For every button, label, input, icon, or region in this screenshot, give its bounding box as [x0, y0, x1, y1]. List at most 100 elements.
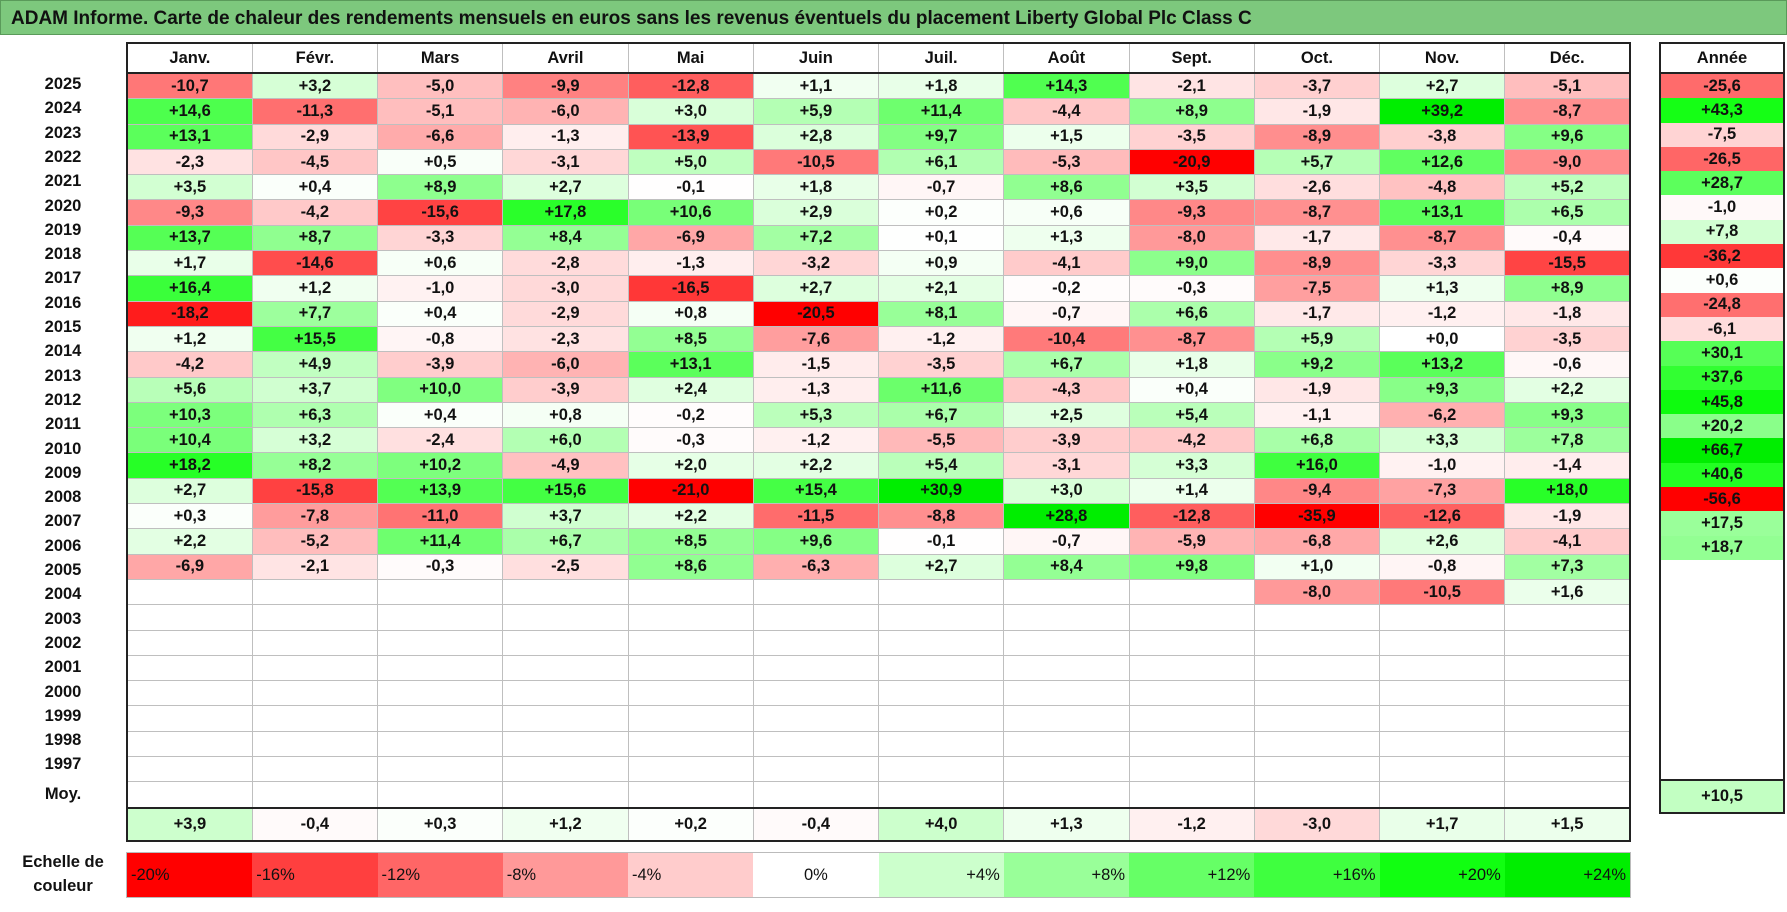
heatmap-cell — [502, 781, 629, 809]
heatmap-cell: -4,4 — [1003, 98, 1130, 125]
heatmap-cell: +9,6 — [752, 528, 880, 555]
heatmap-cell — [752, 781, 880, 809]
heatmap-cell: -1,9 — [1504, 503, 1631, 530]
heatmap-row — [126, 705, 1631, 732]
year-label: 2001 — [44, 658, 82, 677]
color-scale-label: Echelle de couleur — [22, 853, 104, 895]
heatmap-cell: +6,7 — [502, 528, 629, 555]
heatmap-cell — [1253, 629, 1381, 656]
heatmap-cell — [1128, 705, 1255, 732]
heatmap-cell: -21,0 — [627, 477, 754, 505]
average-cell: -1,2 — [1128, 806, 1255, 842]
heatmap-cell — [126, 604, 253, 631]
heatmap-cell: +6,8 — [1253, 427, 1381, 454]
heatmap-cell: +1,2 — [251, 275, 379, 302]
heatmap-cell — [502, 756, 629, 783]
heatmap-cell: +14,6 — [126, 98, 253, 125]
heatmap-cell — [752, 730, 880, 758]
scale-swatch: +24% — [1504, 853, 1630, 897]
heatmap-cell — [1504, 629, 1631, 656]
heatmap-cell: +13,1 — [126, 123, 253, 150]
heatmap-cell: +2,7 — [502, 174, 629, 201]
heatmap-cell — [126, 730, 253, 758]
heatmap-row: +18,2 +8,2 +10,2 -4,9 +2,0 +2,2 +5,4 -3,1 +3,3 +1… — [126, 452, 1631, 479]
heatmap-cell: -7,6 — [752, 325, 880, 353]
heatmap-cell: -0,2 — [1003, 275, 1130, 302]
heatmap-cell — [502, 705, 629, 732]
year-label: 1998 — [44, 731, 82, 750]
heatmap-cell — [1504, 604, 1631, 631]
heatmap-cell: -0,8 — [376, 325, 504, 353]
scale-swatch: +20% — [1379, 853, 1505, 897]
annual-cell: -7,5 — [1660, 122, 1784, 147]
heatmap-cell — [1003, 730, 1130, 758]
heatmap-cell — [1003, 680, 1130, 707]
heatmap-cell: -8,7 — [1504, 98, 1631, 125]
heatmap-cell: +9,3 — [1378, 376, 1506, 403]
heatmap-cell: -1,9 — [1253, 376, 1381, 403]
heatmap-cell: -3,9 — [376, 351, 504, 378]
heatmap-cell: -3,9 — [502, 376, 629, 403]
heatmap-cell: +8,6 — [627, 553, 754, 580]
heatmap-cell: -0,7 — [1003, 528, 1130, 555]
heatmap-cell: -2,8 — [502, 250, 629, 277]
month-header: Août — [1003, 42, 1130, 74]
heatmap-row: +16,4 +1,2 -1,0 -3,0 -16,5 +2,7 +2,1 -0,2 -0,3 -7… — [126, 275, 1631, 302]
heatmap-cell: +0,4 — [376, 300, 504, 327]
heatmap-cell: +1,4 — [1128, 477, 1255, 505]
heatmap-cell: -3,9 — [1003, 427, 1130, 454]
heatmap-cell — [752, 604, 880, 631]
average-cell: +4,0 — [877, 806, 1005, 842]
heatmap-cell — [376, 654, 504, 682]
year-label: 2013 — [44, 366, 82, 385]
heatmap-cell — [752, 629, 880, 656]
heatmap-cell: -4,2 — [1128, 427, 1255, 454]
heatmap-row: +13,1 -2,9 -6,6 -1,3 -13,9 +2,8 +9,7 +1,5 -3,5 -8… — [126, 123, 1631, 150]
heatmap-cell — [1253, 781, 1381, 809]
heatmap-cell: -1,2 — [1378, 300, 1506, 327]
year-label: 2004 — [44, 585, 82, 604]
heatmap-cell: -6,3 — [752, 553, 880, 580]
heatmap-cell: -1,2 — [752, 427, 880, 454]
scale-swatch: -16% — [252, 853, 378, 897]
heatmap-cell: -5,2 — [251, 528, 379, 555]
heatmap-cell: +0,3 — [126, 503, 253, 530]
heatmap-row: +10,3 +6,3 +0,4 +0,8 -0,2 +5,3 +6,7 +2,5 +5,4 -1,… — [126, 401, 1631, 429]
heatmap-row: -6,9 -2,1 -0,3 -2,5 +8,6 -6,3 +2,7 +8,4 +9,8 +1,0… — [126, 553, 1631, 580]
heatmap-cell: -4,2 — [251, 199, 379, 226]
annual-cell: -26,5 — [1660, 146, 1784, 172]
heatmap-cell: +8,2 — [251, 452, 379, 479]
heatmap-cell: +1,8 — [1128, 351, 1255, 378]
heatmap-cell: +13,9 — [376, 477, 504, 505]
heatmap-cell — [1378, 680, 1506, 707]
heatmap-cell — [1378, 756, 1506, 783]
heatmap-cell: +0,4 — [376, 401, 504, 429]
heatmap-cell: +0,6 — [1003, 199, 1130, 226]
heatmap-cell: +1,2 — [126, 325, 253, 353]
annual-cell — [1660, 705, 1784, 731]
year-label: 2019 — [44, 220, 82, 239]
scale-swatch: +4% — [878, 853, 1004, 897]
heatmap-cell — [1003, 604, 1130, 631]
heatmap-cell — [1003, 781, 1130, 809]
heatmap-cell — [1128, 629, 1255, 656]
heatmap-cell: -10,4 — [1003, 325, 1130, 353]
annual-header: Année — [1660, 43, 1784, 74]
heatmap-cell: -6,0 — [502, 351, 629, 378]
heatmap-cell: +8,7 — [251, 224, 379, 252]
heatmap-cell: +9,2 — [1253, 351, 1381, 378]
annual-cell: +7,8 — [1660, 219, 1784, 245]
heatmap-cell: +0,2 — [877, 199, 1005, 226]
heatmap-cell — [877, 629, 1005, 656]
heatmap-row: -9,3 -4,2 -15,6 +17,8 +10,6 +2,9 +0,2 +0,6 -9,3-… — [126, 199, 1631, 226]
heatmap-cell — [1504, 680, 1631, 707]
heatmap-cell: +9,3 — [1504, 401, 1631, 429]
heatmap-cell — [877, 730, 1005, 758]
year-label: 2021 — [44, 172, 82, 191]
heatmap-row: +5,6 +3,7 +10,0 -3,9 +2,4 -1,3 +11,6 -4,3 +0,4 -1… — [126, 376, 1631, 403]
heatmap-row: +2,2 -5,2 +11,4 +6,7 +8,5 +9,6 -0,1 -0,7 -5,9 -6,… — [126, 528, 1631, 555]
heatmap-cell — [1253, 705, 1381, 732]
heatmap-cell: +0,1 — [877, 224, 1005, 252]
year-label: 2006 — [44, 536, 82, 555]
month-header: Sept. — [1128, 42, 1255, 74]
